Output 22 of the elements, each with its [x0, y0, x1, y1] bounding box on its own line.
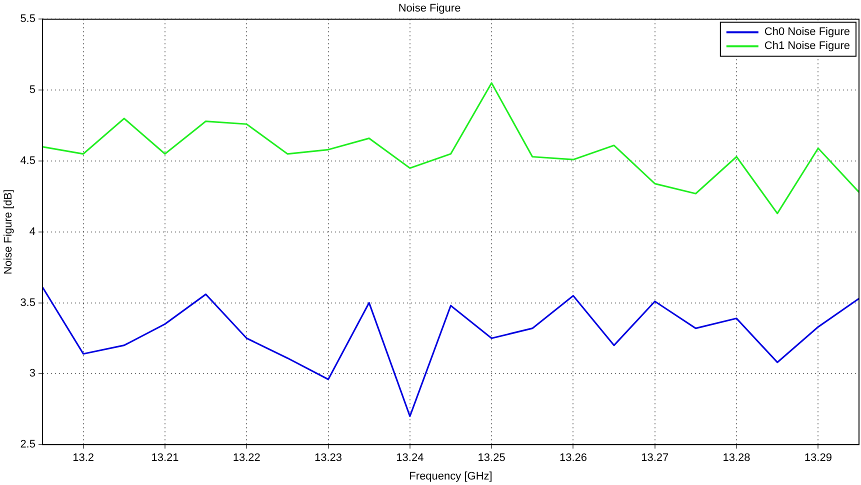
legend-label: Ch0 Noise Figure	[764, 26, 850, 38]
x-tick-label: 13.27	[641, 452, 669, 464]
x-axis-title: Frequency [GHz]	[409, 470, 492, 482]
y-tick-label: 4.5	[20, 155, 36, 168]
y-tick-label: 5.5	[20, 13, 36, 26]
x-tick-label: 13.28	[722, 452, 750, 464]
x-tick-label: 13.21	[151, 452, 179, 464]
x-tick-label: 13.22	[232, 452, 260, 464]
x-tick-label: 13.29	[804, 452, 832, 464]
y-tick-label: 3	[29, 368, 36, 380]
x-tick-label: 13.23	[314, 452, 342, 464]
y-tick-label: 4	[29, 226, 36, 238]
chart-title: Noise Figure	[398, 2, 461, 15]
x-tick-label: 13.24	[396, 452, 424, 464]
y-tick-label: 3.5	[20, 296, 36, 309]
x-tick-label: 13.25	[478, 452, 506, 464]
y-axis-title: Noise Figure [dB]	[2, 189, 15, 274]
legend-label: Ch1 Noise Figure	[764, 40, 850, 52]
x-tick-label: 13.2	[72, 452, 94, 464]
y-tick-label: 5	[29, 84, 36, 96]
x-tick-label: 13.26	[559, 452, 587, 464]
y-tick-label: 2.5	[20, 438, 36, 451]
